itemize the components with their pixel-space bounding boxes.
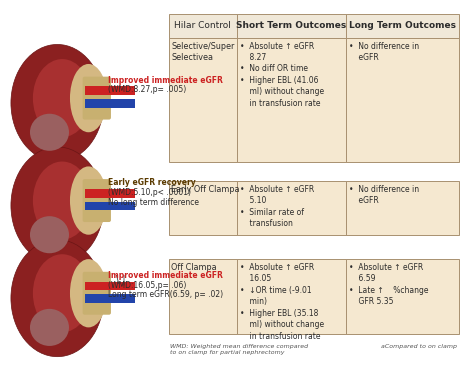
Bar [169,38,237,161]
Text: Early Off Clampa: Early Off Clampa [172,185,240,194]
Text: No long term difference: No long term difference [108,198,199,207]
Bar [84,99,136,108]
FancyBboxPatch shape [82,272,111,315]
Ellipse shape [11,147,104,264]
Text: Hilar Control: Hilar Control [174,22,231,30]
Bar [346,259,459,334]
Bar [84,189,136,198]
Ellipse shape [70,64,107,132]
Text: Long Term Outcomes: Long Term Outcomes [349,22,456,30]
Ellipse shape [30,309,69,346]
Bar [84,281,136,290]
Ellipse shape [30,216,69,253]
Text: Selective/Super
Selectivea: Selective/Super Selectivea [172,41,235,62]
Bar [346,38,459,161]
Text: Improved immediate eGFR: Improved immediate eGFR [108,76,223,85]
Ellipse shape [33,59,91,137]
Bar [84,86,136,95]
Text: •  Absolute ↑ eGFR
    6.59
•  Late ↑    %change
    GFR 5.35: • Absolute ↑ eGFR 6.59 • Late ↑ %change … [349,263,428,306]
Text: (WMD:16.05,p= .06): (WMD:16.05,p= .06) [108,281,186,290]
Bar [346,181,459,235]
Ellipse shape [30,114,69,151]
Text: \ |: \ | [116,275,126,285]
Text: •  Absolute ↑ eGFR
    16.05
•  ↓OR time (-9.01
    min)
•  Higher EBL (35.18
  : • Absolute ↑ eGFR 16.05 • ↓OR time (-9.0… [240,263,324,341]
Bar [346,14,459,38]
Text: Early eGFR recovery: Early eGFR recovery [108,178,196,187]
Ellipse shape [70,259,107,328]
Text: •  Absolute ↑ eGFR
    5.10
•  Similar rate of
    transfusion: • Absolute ↑ eGFR 5.10 • Similar rate of… [240,185,314,228]
Text: Improved immediate eGFR: Improved immediate eGFR [108,271,223,280]
Bar [237,259,346,334]
FancyBboxPatch shape [82,179,111,222]
Bar [169,14,237,38]
Bar [237,181,346,235]
Bar [237,14,346,38]
Bar [169,259,237,334]
Ellipse shape [11,240,104,357]
Bar [169,181,237,235]
Text: (WMD:5.10,p< .0001): (WMD:5.10,p< .0001) [108,188,191,197]
Bar [84,202,136,210]
Text: aCompared to on clamp: aCompared to on clamp [381,344,457,349]
Text: (WMD:8.27,p= .005): (WMD:8.27,p= .005) [108,85,186,94]
Bar [84,294,136,303]
Ellipse shape [70,167,107,235]
FancyBboxPatch shape [82,76,111,120]
Text: Short Term Outcomes: Short Term Outcomes [237,22,346,30]
Text: •  Absolute ↑ eGFR
    8.27
•  No diff OR time
•  Higher EBL (41.06
    ml) with: • Absolute ↑ eGFR 8.27 • No diff OR time… [240,41,324,108]
Text: Off Clampa: Off Clampa [172,263,217,272]
Text: •  No difference in
    eGFR: • No difference in eGFR [349,185,419,205]
Text: WMD: Weighted mean difference compared
to on clamp for partial nephrectomy: WMD: Weighted mean difference compared t… [171,344,309,355]
Ellipse shape [11,44,104,161]
Text: •  No difference in
    eGFR: • No difference in eGFR [349,41,419,62]
Text: Long term eGFR(6.59, p= .02): Long term eGFR(6.59, p= .02) [108,290,223,299]
Ellipse shape [33,161,91,240]
Bar [237,38,346,161]
Ellipse shape [33,254,91,332]
